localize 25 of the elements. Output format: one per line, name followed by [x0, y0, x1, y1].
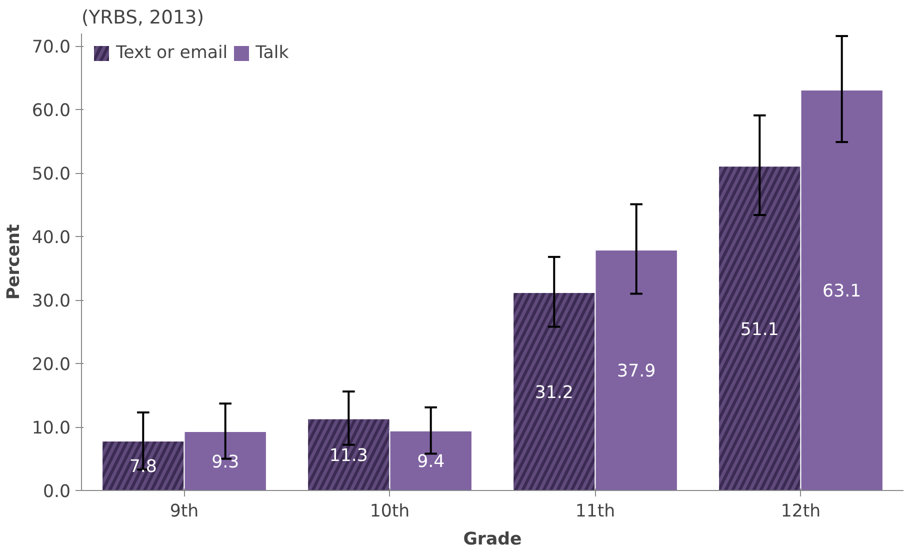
x-tick-label: 12th [780, 502, 821, 522]
y-tick-label: 30.0 [32, 292, 71, 312]
data-label: 9.4 [417, 452, 445, 472]
legend-label: Talk [256, 43, 289, 63]
y-tick-label: 70.0 [32, 38, 71, 58]
x-tick-label: 10th [370, 502, 410, 522]
y-tick-label: 60.0 [32, 101, 71, 122]
x-tick-label: 9th [170, 502, 199, 522]
y-tick-label: 10.0 [32, 418, 71, 439]
x-tick-label: 11th [575, 502, 616, 522]
data-label: 11.3 [329, 446, 368, 466]
data-label: 37.9 [617, 362, 656, 382]
y-axis-title: Percent [4, 224, 24, 300]
y-tick-label: 40.0 [32, 228, 71, 248]
data-label: 51.1 [740, 320, 779, 340]
y-tick-label: 0.0 [42, 482, 71, 502]
data-label: 9.3 [212, 452, 240, 472]
y-tick-label: 20.0 [32, 355, 71, 376]
chart-title: (YRBS, 2013) [82, 8, 204, 28]
x-axis-title: Grade [463, 530, 522, 550]
legend-label: Text or email [116, 43, 228, 63]
data-label: 31.2 [534, 382, 574, 403]
data-label: 7.8 [129, 457, 157, 478]
y-tick-label: 50.0 [32, 164, 71, 185]
data-label: 63.1 [822, 282, 862, 302]
